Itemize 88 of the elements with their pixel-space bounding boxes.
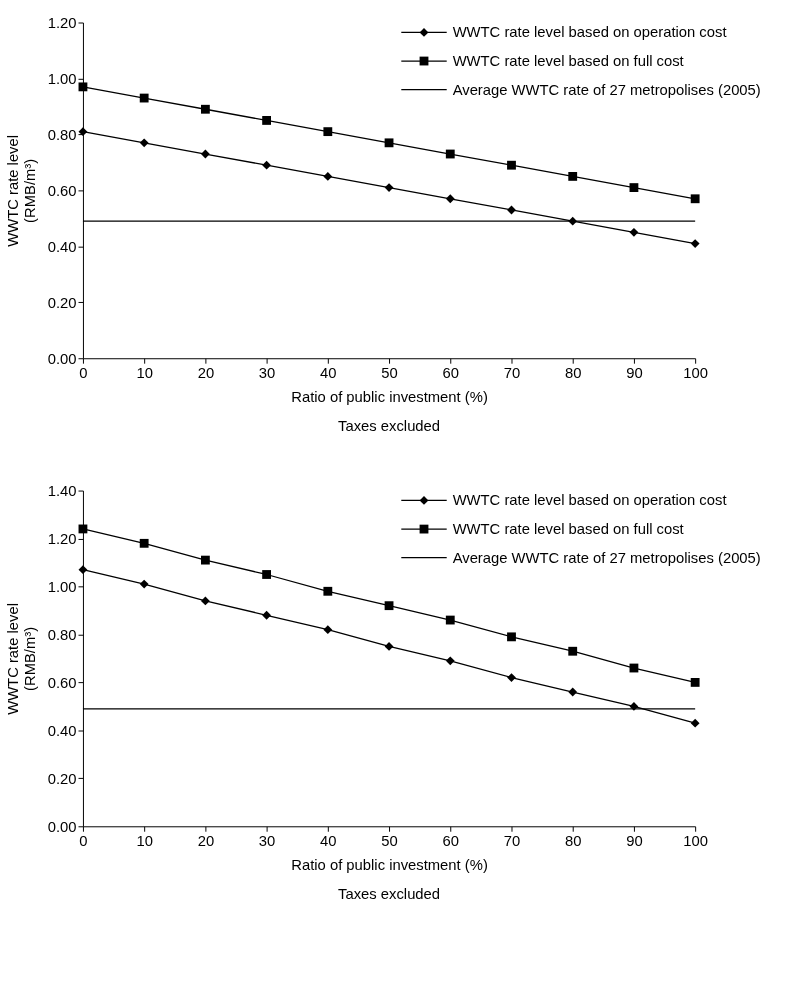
y-tick-label: 0.60	[47, 182, 77, 199]
text: Taxes excluded	[338, 418, 441, 435]
point	[323, 625, 333, 635]
y-tick-label: 1.00	[47, 70, 77, 87]
point	[200, 149, 210, 159]
point	[323, 171, 333, 181]
legend-label: WWTC rate level based on full cost	[452, 521, 684, 538]
x-axis-title: Ratio of public investment (%)	[291, 857, 488, 874]
x-tick-label: 30	[258, 832, 276, 849]
y-axis-title: WWTC rate level (RMB/m³)	[5, 603, 38, 715]
point	[507, 632, 516, 642]
point	[629, 227, 639, 237]
y-tick-label: 0.00	[47, 818, 77, 835]
y-tick-label: 0.40	[47, 722, 77, 739]
y-tick-label: 0.00	[47, 350, 77, 367]
point	[78, 565, 88, 575]
x-tick-label: 70	[503, 364, 521, 381]
point	[384, 642, 394, 651]
point	[445, 194, 455, 204]
point	[690, 718, 700, 728]
y-axis-title: WWTC rate level (RMB/m³)	[5, 134, 38, 247]
x-tick-label: 90	[626, 364, 643, 381]
x-tick-label: 20	[197, 364, 215, 381]
x-tick-label: 20	[197, 832, 215, 849]
y-tick-label: 0.80	[47, 626, 77, 643]
point	[139, 538, 149, 548]
point	[139, 579, 149, 589]
point	[690, 239, 700, 248]
point	[262, 116, 272, 125]
y-tick-label: 0.40	[47, 238, 77, 255]
y-tick-label: 0.80	[47, 126, 77, 143]
x-tick-label: 100	[683, 364, 708, 381]
legend-label: Average WWTC rate of 27 metropolises (2005)	[452, 549, 761, 566]
point	[568, 687, 578, 697]
point	[323, 586, 333, 596]
point	[629, 183, 639, 192]
point	[690, 194, 700, 204]
point	[445, 656, 455, 666]
y-tick-label: 1.20	[47, 14, 77, 31]
point	[384, 138, 394, 148]
x-tick-label: 70	[503, 832, 521, 849]
point	[568, 646, 578, 656]
y-tick-label: 0.20	[47, 770, 77, 787]
x-tick-label: 50	[381, 364, 398, 381]
point	[690, 678, 700, 687]
point	[384, 601, 394, 611]
point	[78, 82, 88, 92]
point	[323, 127, 333, 137]
x-tick-label: 10	[136, 364, 153, 381]
x-tick-label: 100	[683, 832, 708, 849]
x-tick-label: 0	[79, 364, 88, 381]
x-tick-label: 0	[79, 832, 88, 849]
point	[139, 93, 149, 103]
point	[568, 171, 578, 181]
point	[262, 570, 272, 579]
y-tick-label: 1.20	[47, 530, 77, 547]
point	[262, 610, 272, 620]
point	[445, 149, 455, 159]
x-tick-label: 40	[320, 832, 337, 849]
x-tick-label: 80	[564, 364, 582, 381]
point	[507, 673, 516, 683]
x-tick-label: 60	[442, 364, 459, 381]
point	[139, 138, 149, 148]
x-tick-label: 30	[258, 364, 276, 381]
x-tick-label: 40	[320, 364, 337, 381]
point	[200, 555, 210, 565]
point	[200, 596, 210, 606]
point	[445, 615, 455, 625]
legend-label: WWTC rate level based on operation cost	[452, 24, 727, 41]
x-tick-label: 80	[564, 832, 582, 849]
point	[200, 104, 210, 114]
x-tick-label: 60	[442, 832, 459, 849]
x-axis-title: Ratio of public investment (%)	[291, 389, 488, 406]
point	[262, 160, 272, 170]
legend-label: WWTC rate level based on full cost	[452, 52, 684, 69]
y-tick-label: 1.40	[47, 483, 77, 499]
text: Taxes excluded	[338, 886, 441, 903]
point	[78, 127, 88, 137]
y-tick-label: 1.00	[47, 578, 77, 595]
x-tick-label: 90	[626, 832, 643, 849]
x-tick-label: 10	[136, 832, 153, 849]
point	[384, 183, 394, 192]
y-tick-label: 0.20	[47, 294, 77, 311]
legend-label: WWTC rate level based on operation cost	[452, 492, 727, 509]
y-tick-label: 0.60	[47, 674, 77, 691]
legend-label: Average WWTC rate of 27 metropolises (2005)	[452, 81, 761, 98]
x-tick-label: 50	[381, 832, 398, 849]
point	[507, 160, 516, 170]
